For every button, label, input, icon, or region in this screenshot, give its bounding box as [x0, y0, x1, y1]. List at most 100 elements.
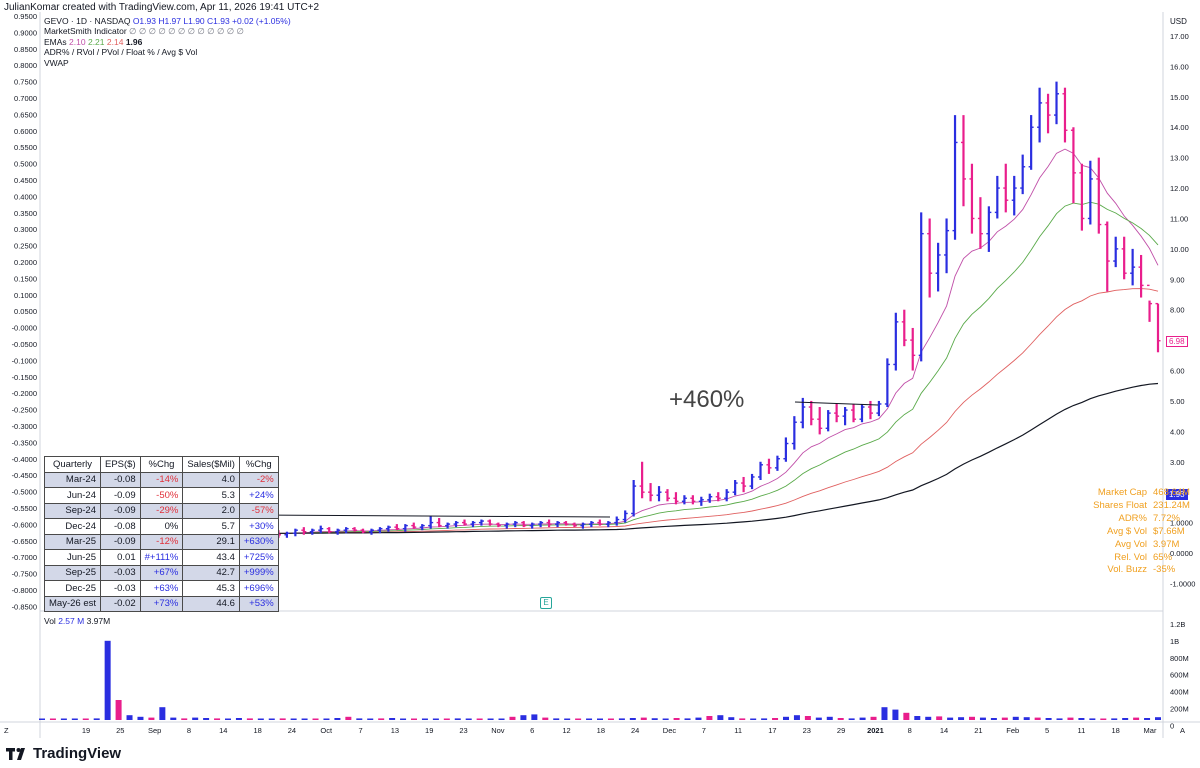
price-bar	[893, 312, 899, 371]
price-bar	[1062, 87, 1068, 143]
volume-bar	[1078, 718, 1085, 720]
adr-indicator-label[interactable]: ADR% / RVol / PVol / Float % / Avg $ Vol	[44, 47, 198, 58]
time-axis-label: Oct	[320, 726, 333, 735]
sales-value-cell: 2.0	[182, 502, 240, 519]
stats-row: Rel. Vol 65%	[1060, 552, 1200, 565]
time-axis-label: Feb	[1006, 726, 1019, 735]
stats-value: 231.24M	[1153, 499, 1190, 511]
price-bar	[724, 489, 730, 502]
left-axis-tick: 0.9500	[14, 12, 37, 21]
price-bar	[478, 519, 484, 526]
average-volume-value: 3.97M	[86, 616, 111, 626]
price-bar	[445, 522, 451, 529]
price-bar	[318, 525, 324, 534]
time-axis-label: 14	[219, 726, 227, 735]
price-bar	[791, 416, 797, 450]
price-bar	[538, 521, 544, 528]
price-bar	[986, 206, 992, 252]
left-axis-tick: -0.3500	[12, 438, 37, 447]
emas-label[interactable]: EMAs	[44, 36, 67, 47]
volume-bar	[979, 717, 986, 720]
volume-bar	[93, 718, 100, 720]
left-axis-tick: 0.8500	[14, 45, 37, 54]
price-bar	[656, 486, 662, 502]
last-price-label: 1.93	[1166, 489, 1188, 500]
price-bar	[766, 458, 772, 474]
volume-bar	[487, 718, 494, 720]
symbol-label[interactable]: GEVO · 1D · NASDAQ	[44, 16, 131, 26]
volume-bar	[1144, 718, 1151, 720]
price-bar	[419, 524, 425, 531]
eps-table-header: EPS($)	[100, 456, 141, 473]
tradingview-logo[interactable]: TradingView	[6, 745, 121, 762]
volume-bar	[279, 718, 286, 720]
time-axis[interactable]: Z A 19 25 Sep 8 14 18 24 Oct 7 13 19 23 Nov 6 12 18 24 Dec 7…	[4, 726, 1185, 735]
price-bar	[284, 531, 290, 538]
time-axis-label: Nov	[491, 726, 505, 735]
price-bar	[470, 521, 476, 528]
volume-bar	[71, 718, 78, 720]
right-axis-tick: 5.00	[1170, 397, 1185, 406]
price-bar	[428, 516, 434, 529]
volume-bar	[804, 716, 811, 720]
right-axis-tick: 15.00	[1170, 93, 1189, 102]
sales-value-cell: 42.7	[182, 564, 240, 581]
indicator-legend: GEVO · 1D · NASDAQ O1.93 H1.97 L1.90 C1.…	[44, 16, 291, 68]
price-bar	[834, 403, 840, 423]
price-bar	[918, 212, 924, 362]
gain-annotation[interactable]: +460%	[669, 386, 745, 413]
volume-label[interactable]: Vol	[44, 616, 56, 626]
price-bar	[817, 407, 823, 435]
base-trendline-left[interactable]	[249, 514, 611, 518]
price-bar	[994, 175, 1000, 219]
stats-label: Shares Float	[1093, 499, 1147, 511]
price-bar	[377, 527, 383, 534]
eps-table-row: Dec-25 -0.03 +63% 45.3 +696%	[44, 580, 279, 597]
volume-bar	[542, 717, 549, 720]
marketsmith-indicator-label[interactable]: MarketSmith Indicator	[44, 26, 127, 37]
price-bar	[343, 527, 349, 534]
price-bar	[436, 518, 442, 528]
eps-value-cell: -0.08	[100, 471, 141, 488]
stats-label: Avg Vol	[1114, 538, 1147, 550]
volume-bar	[345, 716, 352, 720]
vwap-indicator-label[interactable]: VWAP	[44, 57, 69, 68]
left-axis-tick: -0.7000	[12, 553, 37, 562]
left-price-axis[interactable]: 0.9500 0.9000 0.8500 0.8000 0.7500 0.7000 0.65…	[12, 12, 37, 611]
volume-bar	[925, 716, 932, 720]
volume-bar	[1012, 716, 1019, 720]
volume-bar	[137, 716, 144, 720]
left-axis-tick: 0.6500	[14, 110, 37, 119]
price-bar	[851, 403, 857, 423]
eps-quarter-cell: Mar-24	[44, 471, 101, 488]
volume-bar	[772, 718, 779, 720]
price-bar	[977, 197, 983, 249]
volume-bar	[761, 718, 768, 720]
volume-axis-tick: 200M	[1170, 705, 1189, 714]
price-bar	[876, 400, 882, 417]
volume-bar	[115, 700, 122, 720]
volume-axis-tick: 0	[1170, 721, 1174, 730]
volume-bar	[454, 718, 461, 720]
time-axis-label: 13	[391, 726, 399, 735]
price-bar	[690, 495, 696, 505]
eps-value-cell: -0.09	[100, 502, 141, 519]
price-bar	[555, 521, 561, 528]
earnings-marker[interactable]: E	[540, 597, 552, 609]
volume-bar	[553, 718, 560, 720]
right-axis-tick: 14.00	[1170, 123, 1189, 132]
volume-bar	[969, 716, 975, 720]
volume-bar	[651, 718, 658, 720]
time-axis-label: 8	[908, 726, 912, 735]
volume-bar	[225, 718, 231, 720]
price-bar	[1087, 160, 1093, 225]
price-bar	[901, 309, 907, 347]
stats-row: Shares Float 231.24M	[1060, 500, 1200, 513]
volume-bar	[848, 718, 855, 720]
time-axis-label: 21	[974, 726, 982, 735]
time-axis-label: 7	[702, 726, 706, 735]
price-bar	[1113, 236, 1119, 268]
base-trendline-right[interactable]	[794, 401, 879, 406]
time-axis-label: 19	[82, 726, 90, 735]
